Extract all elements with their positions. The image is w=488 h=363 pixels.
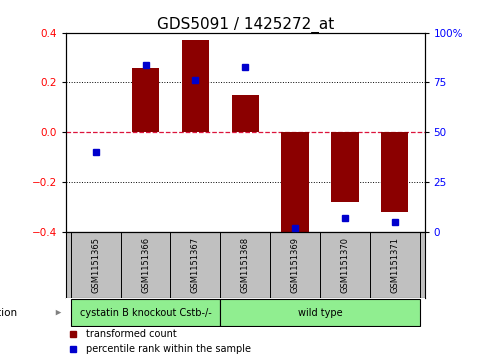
Bar: [231, 95, 259, 132]
Title: GDS5091 / 1425272_at: GDS5091 / 1425272_at: [157, 16, 334, 33]
Text: GSM1151365: GSM1151365: [91, 237, 100, 293]
Text: cystatin B knockout Cstb-/-: cystatin B knockout Cstb-/-: [80, 307, 211, 318]
Text: genotype/variation: genotype/variation: [0, 307, 18, 318]
Text: percentile rank within the sample: percentile rank within the sample: [85, 343, 251, 354]
Bar: [381, 132, 408, 212]
Bar: [182, 40, 209, 132]
Text: GSM1151369: GSM1151369: [290, 237, 300, 293]
Bar: [331, 132, 359, 202]
Text: GSM1151366: GSM1151366: [141, 237, 150, 293]
Text: GSM1151367: GSM1151367: [191, 237, 200, 293]
Text: transformed count: transformed count: [85, 329, 176, 339]
Text: wild type: wild type: [298, 307, 342, 318]
Text: GSM1151370: GSM1151370: [340, 237, 349, 293]
Text: GSM1151371: GSM1151371: [390, 237, 399, 293]
Bar: [132, 68, 159, 132]
Text: GSM1151368: GSM1151368: [241, 237, 250, 293]
Bar: [282, 132, 309, 232]
Bar: [71, 299, 220, 326]
Bar: [220, 299, 420, 326]
